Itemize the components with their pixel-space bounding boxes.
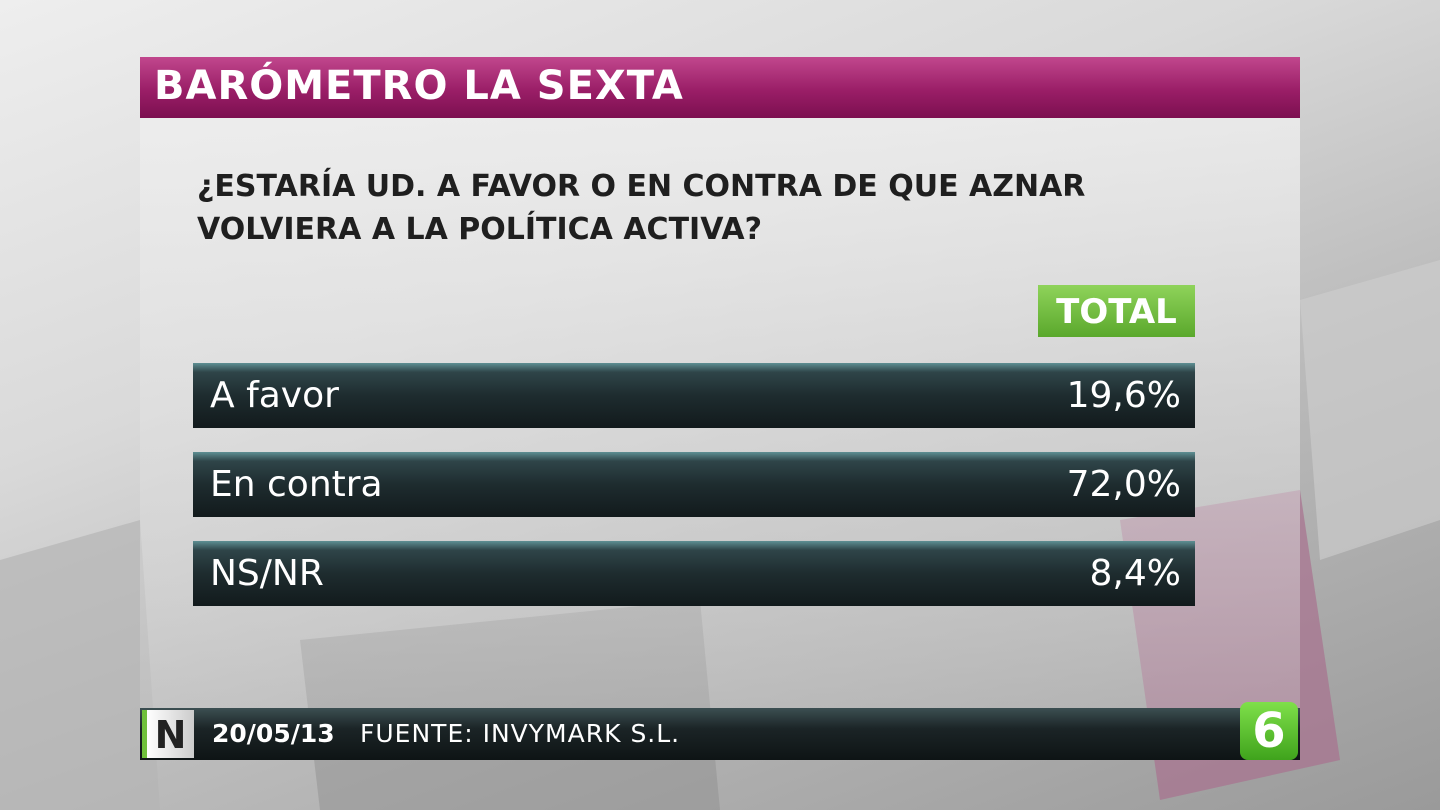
bg-block (1300, 260, 1440, 560)
row-label: NS/NR (210, 553, 324, 594)
row-label: En contra (210, 464, 383, 505)
logo: 6 (1240, 702, 1298, 760)
row-value: 72,0% (1066, 464, 1181, 505)
panel: BARÓMETRO LA SEXTA ¿ESTARÍA UD. A FAVOR … (140, 57, 1300, 760)
title: BARÓMETRO LA SEXTA (154, 63, 684, 109)
source: FUENTE: INVYMARK S.L. (360, 719, 681, 748)
row-value: 8,4% (1089, 553, 1181, 594)
row-label: A favor (210, 375, 339, 416)
bg-block (0, 520, 160, 810)
date: 20/05/13 (212, 719, 335, 748)
title-bar: BARÓMETRO LA SEXTA (140, 57, 1300, 118)
column-header: TOTAL (1038, 285, 1195, 337)
footer: N 20/05/13 FUENTE: INVYMARK S.L. 6 (140, 702, 1300, 760)
badge: N (142, 710, 194, 758)
row-value: 19,6% (1066, 375, 1181, 416)
row: A favor 19,6% (193, 363, 1195, 428)
row: En contra 72,0% (193, 452, 1195, 517)
question: ¿ESTARÍA UD. A FAVOR O EN CONTRA DE QUE … (197, 169, 1086, 247)
row: NS/NR 8,4% (193, 541, 1195, 606)
